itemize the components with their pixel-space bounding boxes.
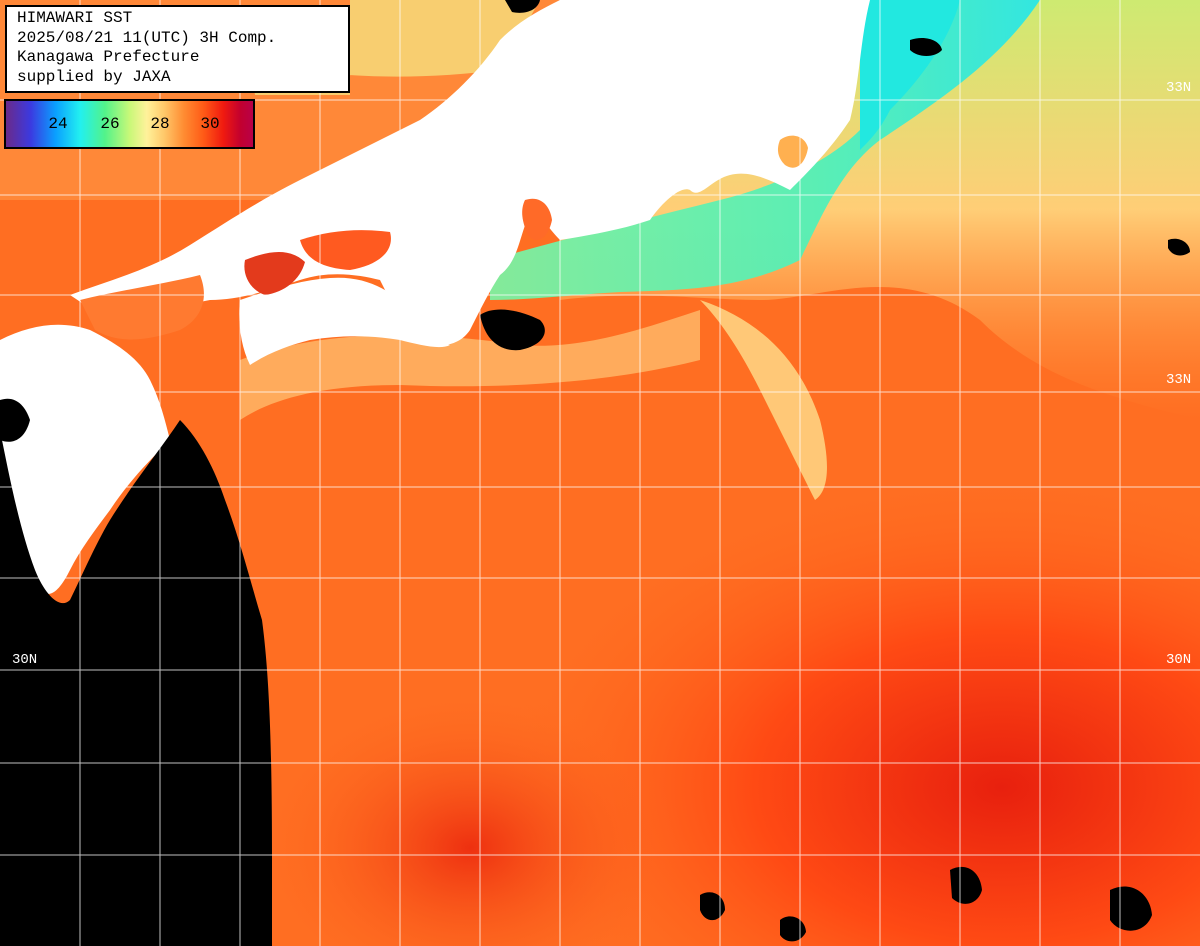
lat-label-30-left: 30N	[12, 652, 38, 668]
info-publisher: Kanagawa Prefecture	[17, 48, 200, 66]
land-shikoku	[239, 277, 450, 365]
no-data-north-2	[1168, 238, 1190, 256]
no-data-south-1	[950, 866, 982, 904]
no-data-north-3	[505, 0, 540, 13]
lat-label-33-right: 33N	[1166, 372, 1192, 388]
inland-sea-west	[80, 275, 204, 340]
sea-northwest-yellow	[250, 0, 540, 95]
lat-label-36-right: 33N	[1166, 80, 1192, 96]
lat-label-30-right: 30N	[1166, 652, 1192, 668]
coastal-yellow-band	[240, 310, 700, 420]
info-supplier: supplied by JAXA	[17, 67, 171, 86]
inland-sea-osaka-bay	[244, 252, 305, 295]
info-datetime: 2025/08/21 11(UTC) 3H Comp.	[17, 28, 277, 47]
legend-label-26: 26	[100, 115, 120, 133]
ise-bay	[522, 198, 552, 240]
legend-label-24: 24	[48, 115, 68, 133]
no-data-west	[0, 420, 272, 946]
legend-label-30: 30	[200, 115, 220, 133]
temperature-color-legend: 24 26 28 30	[4, 99, 255, 149]
kuroshio-yellow-tongue	[700, 300, 827, 500]
info-title: HIMAWARI SST	[17, 9, 133, 27]
map-info-box: HIMAWARI SST 2025/08/21 11(UTC) 3H Comp.…	[5, 5, 350, 93]
no-data-south-3	[700, 892, 725, 921]
no-data-bay	[0, 398, 30, 442]
legend-label-28: 28	[150, 115, 170, 133]
no-data-north-1	[910, 38, 942, 56]
no-data-kii	[480, 309, 545, 351]
inland-sea-harima	[300, 230, 391, 270]
cyan-water-northeast	[860, 0, 960, 150]
